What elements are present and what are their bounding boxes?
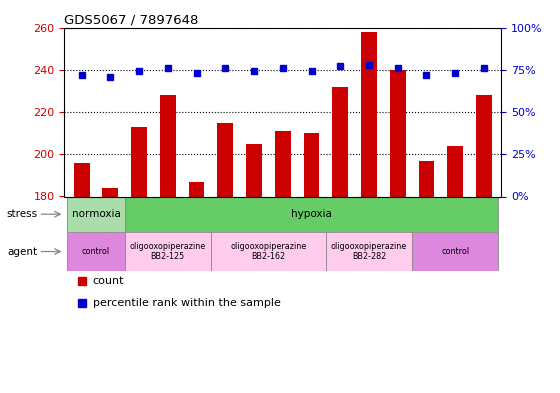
Bar (189, 182, 204, 196)
Bar (211, 232, 326, 271)
Bar (447, 146, 463, 196)
Bar (412, 232, 498, 271)
Text: GDS5067 / 7897648: GDS5067 / 7897648 (64, 13, 199, 26)
Bar (67, 196, 125, 232)
Bar (275, 131, 291, 196)
Bar (246, 144, 262, 196)
Text: oligooxopiperazine
BB2-125: oligooxopiperazine BB2-125 (130, 242, 206, 261)
Text: stress: stress (6, 209, 37, 219)
Text: agent: agent (7, 246, 37, 257)
Bar (67, 232, 125, 271)
Bar (333, 86, 348, 196)
Text: control: control (82, 247, 110, 256)
Bar (217, 123, 233, 196)
Text: count: count (93, 276, 124, 286)
Bar (418, 161, 435, 196)
Bar (102, 188, 118, 196)
Bar (160, 95, 176, 196)
Bar (361, 32, 377, 196)
Bar (304, 133, 319, 196)
Text: oligooxopiperazine
BB2-282: oligooxopiperazine BB2-282 (331, 242, 407, 261)
Bar (125, 196, 498, 232)
Text: percentile rank within the sample: percentile rank within the sample (93, 298, 281, 309)
Text: hypoxia: hypoxia (291, 209, 332, 219)
Text: oligooxopiperazine
BB2-162: oligooxopiperazine BB2-162 (230, 242, 306, 261)
Bar (326, 232, 412, 271)
Bar (131, 127, 147, 196)
Bar (476, 95, 492, 196)
Text: control: control (441, 247, 469, 256)
Bar (390, 70, 405, 196)
Bar (74, 163, 90, 196)
Text: normoxia: normoxia (72, 209, 120, 219)
Bar (125, 232, 211, 271)
